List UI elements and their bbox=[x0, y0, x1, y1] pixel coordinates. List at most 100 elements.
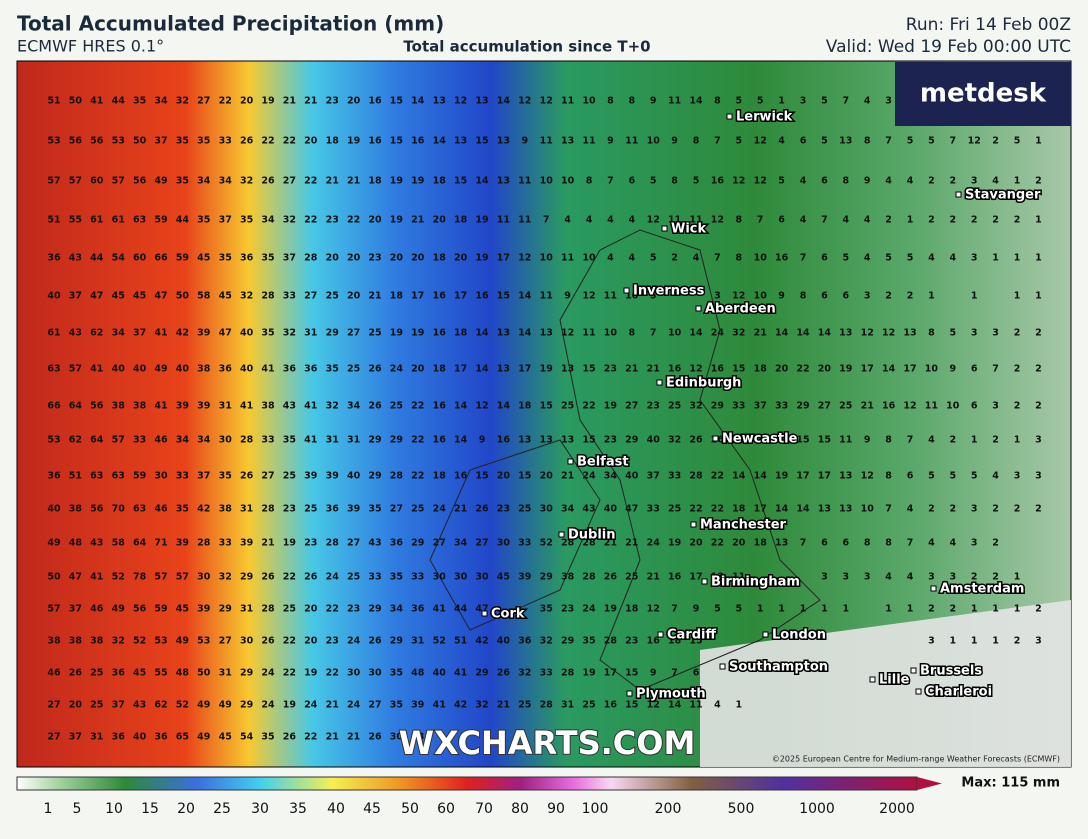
city-label: Cork bbox=[491, 607, 525, 622]
grid-value: 13 bbox=[839, 328, 852, 339]
grid-value: 24 bbox=[304, 700, 318, 711]
grid-value: 44 bbox=[112, 96, 126, 107]
grid-value: 31 bbox=[219, 401, 232, 412]
grid-value: 31 bbox=[347, 435, 360, 446]
grid-value: 29 bbox=[390, 636, 403, 647]
colorbar-tick-label: 30 bbox=[251, 801, 269, 817]
grid-value: 4 bbox=[564, 215, 571, 226]
grid-value: 25 bbox=[283, 604, 296, 615]
grid-value: 12 bbox=[861, 471, 874, 482]
grid-value: 15 bbox=[582, 435, 595, 446]
grid-value: 13 bbox=[839, 504, 852, 515]
grid-value: 46 bbox=[154, 435, 168, 446]
city-label: Manchester bbox=[700, 518, 787, 533]
grid-value: 2 bbox=[1014, 504, 1021, 515]
grid-value: 1 bbox=[778, 96, 785, 107]
grid-value: 29 bbox=[390, 435, 403, 446]
grid-value: 36 bbox=[240, 253, 254, 264]
city-marker bbox=[869, 676, 876, 683]
grid-value: 26 bbox=[261, 572, 275, 583]
grid-value: 4 bbox=[907, 572, 914, 583]
grid-value: 63 bbox=[133, 504, 146, 515]
grid-value: 12 bbox=[540, 96, 553, 107]
grid-value: 13 bbox=[561, 364, 574, 375]
grid-value: 3 bbox=[992, 401, 999, 412]
grid-value: 1 bbox=[800, 604, 807, 615]
grid-value: 41 bbox=[240, 401, 253, 412]
grid-value: 14 bbox=[754, 471, 768, 482]
grid-value: 15 bbox=[390, 136, 403, 147]
grid-value: 26 bbox=[240, 471, 254, 482]
grid-value: 41 bbox=[433, 700, 446, 711]
grid-value: 28 bbox=[540, 700, 554, 711]
grid-value: 12 bbox=[689, 364, 702, 375]
grid-value: 10 bbox=[647, 136, 661, 147]
grid-value: 23 bbox=[625, 636, 638, 647]
grid-value: 7 bbox=[885, 504, 892, 515]
grid-value: 15 bbox=[475, 136, 488, 147]
grid-value: 2 bbox=[949, 215, 956, 226]
grid-value: 39 bbox=[176, 401, 189, 412]
grid-value: 32 bbox=[518, 668, 531, 679]
grid-value: 5 bbox=[928, 471, 935, 482]
grid-value: 62 bbox=[90, 328, 103, 339]
grid-value: 43 bbox=[582, 504, 595, 515]
grid-value: 49 bbox=[197, 732, 210, 743]
grid-value: 40 bbox=[240, 328, 254, 339]
grid-value: 56 bbox=[90, 401, 104, 412]
grid-value: 40 bbox=[497, 636, 511, 647]
grid-value: 35 bbox=[261, 328, 274, 339]
grid-value: 16 bbox=[411, 136, 425, 147]
grid-value: 29 bbox=[796, 401, 809, 412]
grid-value: 40 bbox=[47, 504, 61, 515]
grid-value: 25 bbox=[347, 364, 360, 375]
max-label: Max: 115 mm bbox=[961, 776, 1060, 791]
grid-value: 38 bbox=[133, 401, 147, 412]
city-label: Newcastle bbox=[722, 432, 798, 447]
colorbar-ticks: 1 5 10 15 20 25 30 35 40 45 50 60 70 80 90 100 200 500 100… bbox=[44, 801, 915, 817]
grid-value: 8 bbox=[735, 215, 742, 226]
grid-value: 9 bbox=[864, 435, 871, 446]
grid-value: 22 bbox=[711, 471, 724, 482]
grid-value: 38 bbox=[112, 401, 126, 412]
grid-value: 66 bbox=[154, 253, 168, 264]
grid-value: 18 bbox=[433, 176, 447, 187]
grid-value: 5 bbox=[928, 136, 935, 147]
grid-value: 41 bbox=[90, 96, 103, 107]
grid-value: 23 bbox=[497, 504, 510, 515]
grid-value: 33 bbox=[668, 471, 681, 482]
grid-value: 17 bbox=[518, 364, 531, 375]
grid-value: 20 bbox=[818, 364, 832, 375]
grid-value: 60 bbox=[90, 176, 104, 187]
grid-value: 25 bbox=[90, 668, 103, 679]
grid-value: 4 bbox=[949, 253, 956, 264]
grid-value: 11 bbox=[561, 253, 574, 264]
grid-value: 10 bbox=[754, 253, 768, 264]
grid-value: 37 bbox=[133, 328, 146, 339]
colorbar-tick-label: 60 bbox=[437, 801, 455, 817]
grid-value: 57 bbox=[47, 176, 60, 187]
grid-value: 6 bbox=[693, 668, 700, 679]
grid-value: 40 bbox=[347, 471, 361, 482]
grid-value: 23 bbox=[561, 604, 574, 615]
grid-value: 31 bbox=[411, 636, 424, 647]
grid-value: 20 bbox=[347, 253, 361, 264]
grid-value: 5 bbox=[735, 136, 742, 147]
grid-value: 53 bbox=[112, 136, 125, 147]
grid-value: 14 bbox=[518, 291, 532, 302]
grid-value: 16 bbox=[668, 364, 682, 375]
grid-value: 35 bbox=[240, 215, 253, 226]
grid-value: 38 bbox=[47, 636, 61, 647]
grid-value: 22 bbox=[411, 401, 424, 412]
grid-value: 6 bbox=[778, 215, 785, 226]
grid-value: 29 bbox=[475, 668, 488, 679]
grid-value: 40 bbox=[112, 364, 126, 375]
grid-value: 7 bbox=[885, 136, 892, 147]
grid-value: 1 bbox=[928, 291, 935, 302]
grid-value: 3 bbox=[1014, 471, 1021, 482]
grid-value: 12 bbox=[454, 96, 467, 107]
grid-value: 23 bbox=[283, 504, 296, 515]
grid-value: 11 bbox=[839, 435, 852, 446]
grid-value: 33 bbox=[176, 471, 189, 482]
grid-value: 1 bbox=[1014, 572, 1021, 583]
